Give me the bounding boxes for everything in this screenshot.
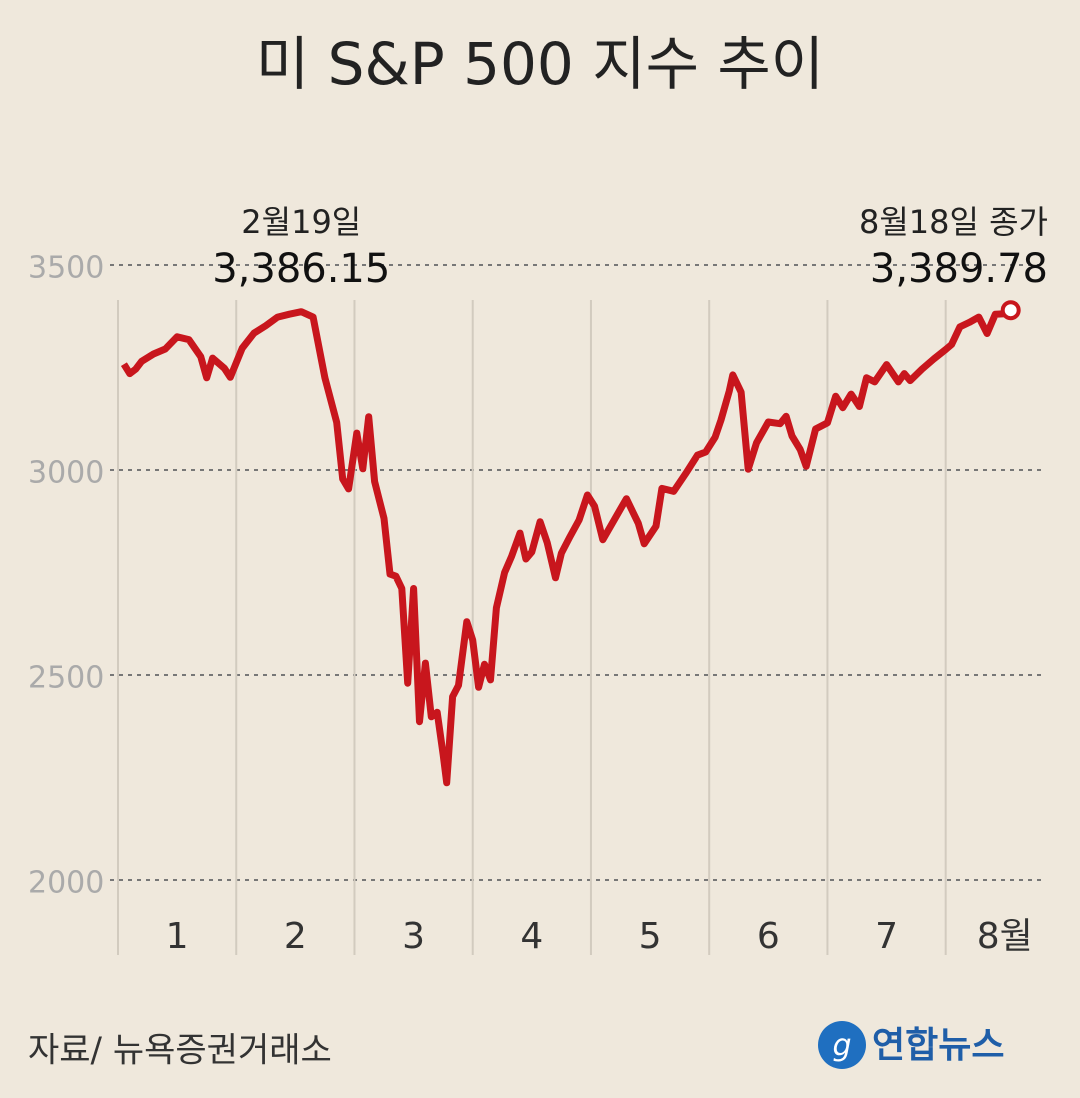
x-tick-label: 8월 xyxy=(977,916,1033,957)
x-tick-label: 5 xyxy=(639,916,662,957)
x-tick-label: 7 xyxy=(875,916,898,957)
line xyxy=(120,307,1013,787)
x-tick-label: 4 xyxy=(520,916,543,957)
x-tick-label: 2 xyxy=(284,916,307,957)
x-tick-label: 3 xyxy=(402,916,425,957)
y-tick-label: 2000 xyxy=(28,866,104,901)
y-tick-label: 2500 xyxy=(28,661,104,696)
annotation-text: 2월19일 xyxy=(241,203,361,241)
logo: 연합뉴스 xyxy=(872,1025,1004,1066)
annotation-value: 3,389.78 xyxy=(870,246,1048,292)
logo-icon xyxy=(818,1021,866,1069)
annotation-text: 8월18일 종가 xyxy=(859,203,1048,241)
x-tick-label: 6 xyxy=(757,916,780,957)
end-marker xyxy=(1000,300,1021,321)
annotation-value: 3,386.15 xyxy=(212,246,390,292)
logo-glyph: g xyxy=(832,1029,851,1064)
x-tick-label: 1 xyxy=(166,916,189,957)
y-tick-label: 3000 xyxy=(28,456,104,491)
y-tick-label: 3500 xyxy=(28,251,104,286)
source: 자료/ 뉴욕증권거래소 xyxy=(28,1031,332,1071)
chart-title: 미 S&P 500 지수 추이 xyxy=(256,30,824,98)
